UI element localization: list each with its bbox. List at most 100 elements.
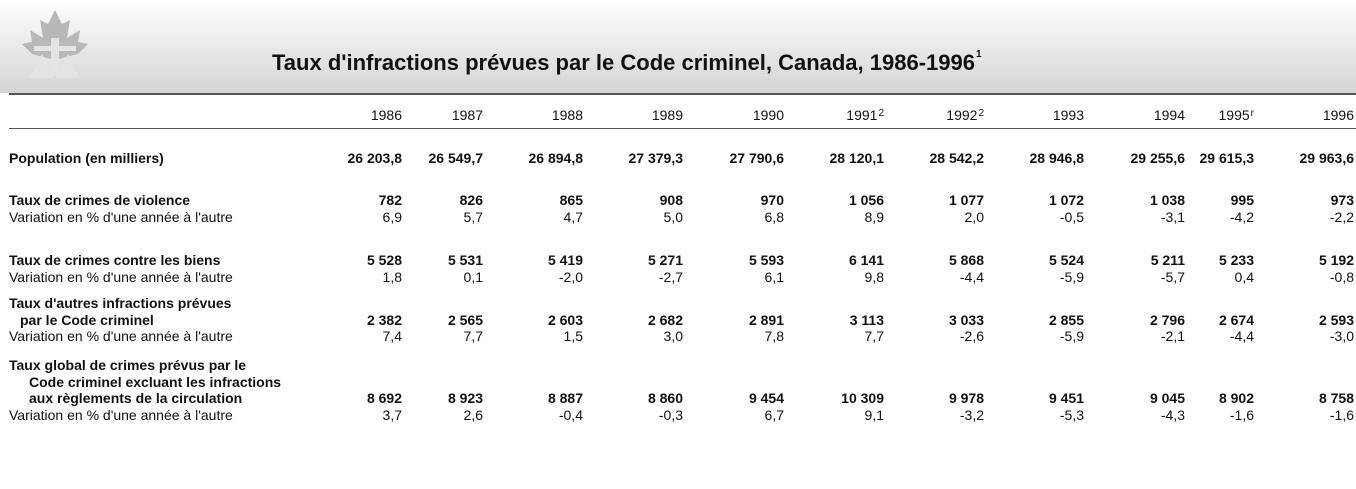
cell: 5 419 — [547, 252, 583, 268]
row-label: Taux global de crimes prévus par le — [9, 357, 247, 373]
cell: 3 113 — [849, 311, 884, 328]
year: 1991 — [846, 107, 878, 123]
header-band — [0, 0, 1356, 93]
variation-label: Variation en % d'une année à l'autre — [9, 268, 233, 285]
year: 1986 — [370, 107, 402, 123]
row-label: Taux d'autres infractions prévues — [9, 295, 232, 311]
cell: 26 894,8 — [528, 150, 584, 166]
cell: 7,8 — [764, 328, 784, 344]
cell: 2 382 — [366, 311, 402, 328]
cell: -0,5 — [1059, 208, 1084, 225]
cell: 5,0 — [663, 208, 683, 225]
cell: -2,6 — [959, 328, 984, 344]
column-header: 1993 — [1053, 107, 1084, 123]
column-header: 19912 — [846, 107, 884, 123]
cell: -1,6 — [1229, 406, 1254, 423]
cell: -0,8 — [1329, 268, 1354, 285]
year: 1994 — [1153, 107, 1185, 123]
cell: 28 542,2 — [929, 150, 985, 166]
variation-label: Variation en % d'une année à l'autre — [9, 208, 233, 225]
cell: 908 — [659, 192, 683, 208]
column-header: 19922 — [946, 107, 984, 123]
cell: 2 565 — [447, 311, 483, 328]
cell: 9 451 — [1048, 390, 1084, 406]
cell: 973 — [1330, 192, 1354, 208]
cell: 9,1 — [864, 406, 884, 423]
cell: -3,0 — [1329, 328, 1354, 344]
column-header: 1986 — [371, 107, 402, 123]
cell: 8,9 — [864, 208, 884, 225]
cell: 5 524 — [1048, 252, 1084, 268]
cell: 29 963,6 — [1299, 150, 1355, 166]
cell: 9 978 — [948, 390, 984, 406]
cell: 0,1 — [463, 268, 483, 285]
row-label: Taux de crimes de violence — [9, 192, 191, 208]
cell: 1,5 — [563, 328, 583, 344]
row-label: aux règlements de la circulation — [29, 390, 243, 406]
cell: 27 379,3 — [628, 150, 684, 166]
cell: 2 796 — [1149, 311, 1185, 328]
cell: -4,3 — [1160, 406, 1185, 423]
year: 1987 — [451, 107, 483, 123]
row-label: par le Code criminel — [20, 311, 154, 328]
cell: 6,7 — [764, 406, 784, 423]
cell: 7,7 — [864, 328, 884, 344]
cell: 782 — [378, 192, 402, 208]
cell: -3,1 — [1160, 208, 1185, 225]
year: 1990 — [752, 107, 784, 123]
cell: 3,7 — [382, 406, 402, 423]
row-label: Population (en milliers) — [9, 150, 164, 166]
note: r — [1250, 108, 1254, 119]
cell: 5 528 — [366, 252, 402, 268]
cell: 2 891 — [748, 311, 784, 328]
cell: -0,3 — [658, 406, 683, 423]
cell: -5,9 — [1059, 328, 1084, 344]
cell: 5 271 — [647, 252, 683, 268]
cell: 7,7 — [463, 328, 483, 344]
rule — [9, 93, 1356, 95]
cell: 8 902 — [1218, 390, 1254, 406]
cell: 5 233 — [1218, 252, 1254, 268]
cell: 6,9 — [382, 208, 402, 225]
cell: 5 192 — [1318, 252, 1354, 268]
column-header: 1995r — [1219, 107, 1255, 123]
cell: 1 072 — [1048, 192, 1084, 208]
cell: -3,2 — [959, 406, 984, 423]
column-header: 1990 — [753, 107, 784, 123]
cell: 8 887 — [547, 390, 583, 406]
column-header: 1989 — [652, 107, 683, 123]
cell: 9 045 — [1149, 390, 1185, 406]
cell: 970 — [760, 192, 784, 208]
title: Taux d'infractions prévues par le Code c… — [272, 49, 982, 75]
cell: 995 — [1230, 192, 1254, 208]
cell: 1 038 — [1149, 192, 1185, 208]
cell: 0,4 — [1234, 268, 1254, 285]
cell: 8 758 — [1318, 390, 1354, 406]
cell: 8 692 — [366, 390, 402, 406]
cell: 2 603 — [547, 311, 583, 328]
cell: 27 790,6 — [729, 150, 785, 166]
cell: -4,2 — [1229, 208, 1254, 225]
cell: 5 868 — [948, 252, 984, 268]
year: 1992 — [946, 107, 978, 123]
cell: -4,4 — [1229, 328, 1254, 344]
cell: 7,4 — [382, 328, 402, 344]
cell: 9,8 — [864, 268, 884, 285]
cell: 6 141 — [848, 252, 884, 268]
cell: 1,8 — [382, 268, 402, 285]
cell: 826 — [459, 192, 483, 208]
note: 2 — [878, 108, 884, 119]
cell: 2 593 — [1318, 311, 1354, 328]
cell: -4,4 — [959, 268, 984, 285]
column-header: 1988 — [552, 107, 583, 123]
year: 1988 — [551, 107, 583, 123]
variation-label: Variation en % d'une année à l'autre — [9, 406, 233, 423]
cell: 28 946,8 — [1029, 150, 1085, 166]
cell: -0,4 — [558, 406, 583, 423]
cell: 2 682 — [647, 311, 683, 328]
cell: 10 309 — [841, 390, 884, 406]
cell: 8 923 — [447, 390, 483, 406]
year: 1993 — [1052, 107, 1084, 123]
cell: 3 033 — [948, 311, 984, 328]
cell: 5 531 — [447, 252, 483, 268]
